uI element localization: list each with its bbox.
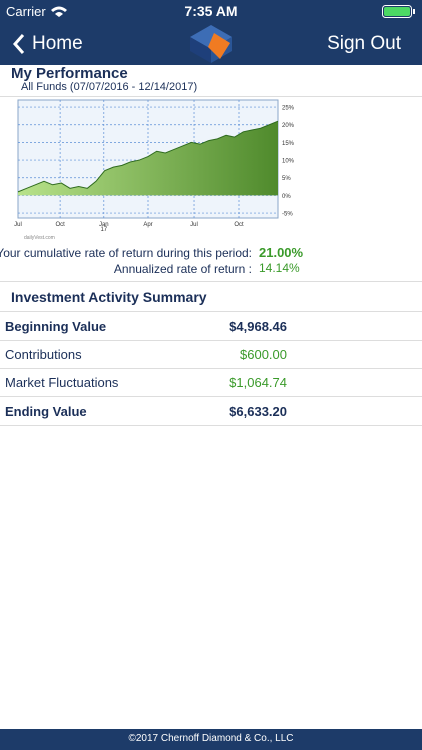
footer-text: ©2017 Chernoff Diamond & Co., LLC: [128, 733, 294, 744]
summary-row: Contributions $600.00: [0, 340, 422, 369]
y-tick-label: 0%: [282, 194, 291, 200]
summary-row: Beginning Value $4,968.46: [0, 311, 422, 341]
summary-title: Investment Activity Summary: [11, 289, 207, 305]
section-title: My Performance: [11, 65, 128, 82]
y-tick-label: -5%: [282, 212, 293, 218]
line: [17, 120, 279, 193]
summary-row: Ending Value $6,633.20: [0, 397, 422, 426]
battery-icon: [382, 5, 415, 18]
row-label: Ending Value: [5, 403, 87, 419]
row-value: $6,633.20: [229, 403, 287, 419]
footer-bar: [0, 729, 422, 750]
x-tick-year: 17: [100, 227, 107, 233]
row-value: $1,064.74: [229, 375, 287, 390]
annualized-label: Annualized rate of return :: [113, 262, 252, 276]
cumulative-value: 21.00%: [259, 245, 304, 260]
row-label: Market Fluctuations: [5, 375, 119, 390]
summary-row: Market Fluctuations $1,064.74: [0, 368, 422, 397]
clock: 7:35 AM: [184, 3, 238, 19]
sign-out-button[interactable]: Sign Out: [327, 33, 401, 54]
x-tick-label: Jul: [190, 222, 198, 228]
divider: [0, 281, 422, 282]
subtitle: All Funds (07/07/2016 - 12/14/2017): [21, 81, 198, 93]
divider: [0, 96, 422, 97]
x-tick-label: Apr: [143, 222, 152, 228]
y-tick-label: 25%: [282, 106, 295, 112]
x-tick-label: Jan: [99, 222, 109, 228]
cumulative-label: Your cumulative rate of return during th…: [0, 246, 252, 260]
back-button[interactable]: Home: [32, 33, 83, 54]
area: [18, 121, 278, 196]
y-tick-label: 10%: [282, 159, 295, 165]
row-value: $600.00: [240, 346, 287, 362]
annualized-value: 14.14%: [259, 261, 300, 275]
wifi-icon: [51, 6, 67, 17]
y-tick-label: 5%: [282, 176, 291, 182]
y-tick-label: 15%: [282, 141, 295, 147]
carrier: Carrier: [6, 4, 46, 19]
row-value: $4,968.46: [229, 319, 287, 334]
x-tick-label: Jul: [14, 222, 22, 228]
back-chevron[interactable]: [12, 33, 26, 55]
row-label: Contributions: [5, 346, 82, 362]
x-tick-label: Oct: [234, 222, 244, 228]
watermark: dailyVest.com: [24, 235, 55, 241]
x-tick-label: Oct: [55, 222, 65, 228]
logo: [190, 25, 232, 63]
y-tick-label: 20%: [282, 123, 295, 129]
row-label: Beginning Value: [5, 319, 107, 334]
